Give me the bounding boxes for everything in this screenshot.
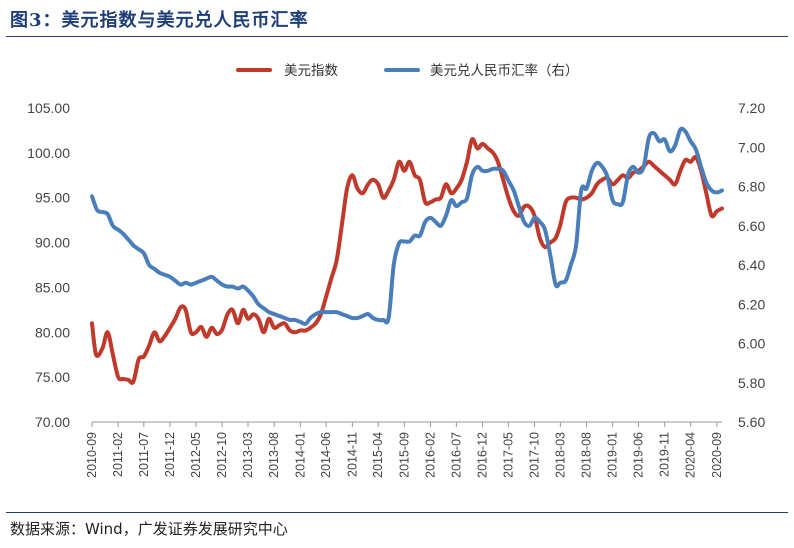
left-tick-label: 105.00: [27, 100, 70, 116]
right-tick-label: 7.20: [738, 100, 765, 116]
x-tick-label: 2010-09: [85, 432, 99, 478]
left-tick-label: 75.00: [35, 369, 70, 385]
right-axis-ticks: 5.60 5.80 6.00 6.20 6.40 6.60 6.80 7.00 7.20: [738, 100, 765, 430]
x-tick-label: 2014-01: [293, 432, 307, 478]
series-line-usdcny: [90, 126, 724, 327]
legend-label-usd-index: 美元指数: [284, 63, 338, 79]
x-tick-label: 2014-06: [319, 432, 333, 478]
x-tick-label: 2019-06: [632, 432, 646, 478]
right-tick-label: 6.40: [738, 257, 765, 273]
line-chart: 70.00 75.00 80.00 85.00 90.00 95.00 100.00 105.…: [27, 62, 765, 478]
x-tick-label: 2014-11: [345, 432, 359, 477]
x-tick-label: 2016-12: [476, 432, 490, 478]
x-tick-label: 2012-10: [215, 432, 229, 478]
left-tick-label: 95.00: [35, 190, 70, 206]
x-tick-label: 2020-04: [684, 432, 698, 478]
x-tick-label: 2019-11: [658, 432, 672, 477]
left-axis-ticks: 70.00 75.00 80.00 85.00 90.00 95.00 100.00 105.…: [27, 100, 70, 430]
x-tick-label: 2016-02: [424, 432, 438, 478]
series-line-usd-index: [90, 137, 724, 385]
left-tick-label: 100.00: [27, 145, 70, 161]
x-tick-label: 2011-07: [137, 432, 151, 477]
x-tick-label: 2011-02: [111, 432, 125, 477]
x-tick-label: 2017-05: [501, 432, 515, 478]
series-layer: [90, 126, 724, 385]
x-tick-label: 2020-09: [710, 432, 724, 478]
x-tick-label: 2016-07: [449, 432, 463, 478]
x-tick-label: 2013-08: [267, 432, 281, 478]
x-tick-label: 2012-05: [189, 432, 203, 478]
right-tick-label: 5.80: [738, 375, 765, 391]
left-tick-label: 90.00: [35, 235, 70, 251]
x-tick-label: 2017-10: [528, 432, 542, 478]
left-tick-label: 70.00: [35, 414, 70, 430]
x-tick-label: 2015-04: [371, 432, 385, 478]
right-tick-label: 6.80: [738, 179, 765, 195]
x-tick-label: 2018-03: [553, 432, 567, 478]
x-axis-ticks: 2010-09 2011-02 2011-07 2011-12 2012-05 2012-…: [85, 422, 724, 478]
source-rule: [6, 512, 788, 513]
source-note: 数据来源：Wind，广发证券发展研究中心: [10, 520, 288, 538]
legend-label-usdcny: 美元兑人民币汇率（右）: [430, 62, 579, 79]
left-tick-label: 85.00: [35, 279, 70, 295]
x-tick-label: 2019-01: [606, 432, 620, 478]
x-tick-label: 2015-09: [397, 432, 411, 478]
x-tick-label: 2011-12: [163, 432, 177, 477]
figure-title: 图3：美元指数与美元兑人民币汇率: [10, 10, 309, 31]
right-tick-label: 6.20: [738, 296, 765, 312]
right-tick-label: 6.60: [738, 218, 765, 234]
right-tick-label: 6.00: [738, 336, 765, 352]
right-tick-label: 7.00: [738, 139, 765, 155]
title-rule: [6, 36, 788, 37]
right-tick-label: 5.60: [738, 414, 765, 430]
x-tick-label: 2013-03: [241, 432, 255, 478]
legend: 美元指数 美元兑人民币汇率（右）: [236, 62, 579, 79]
left-tick-label: 80.00: [35, 324, 70, 340]
x-tick-label: 2018-08: [580, 432, 594, 478]
